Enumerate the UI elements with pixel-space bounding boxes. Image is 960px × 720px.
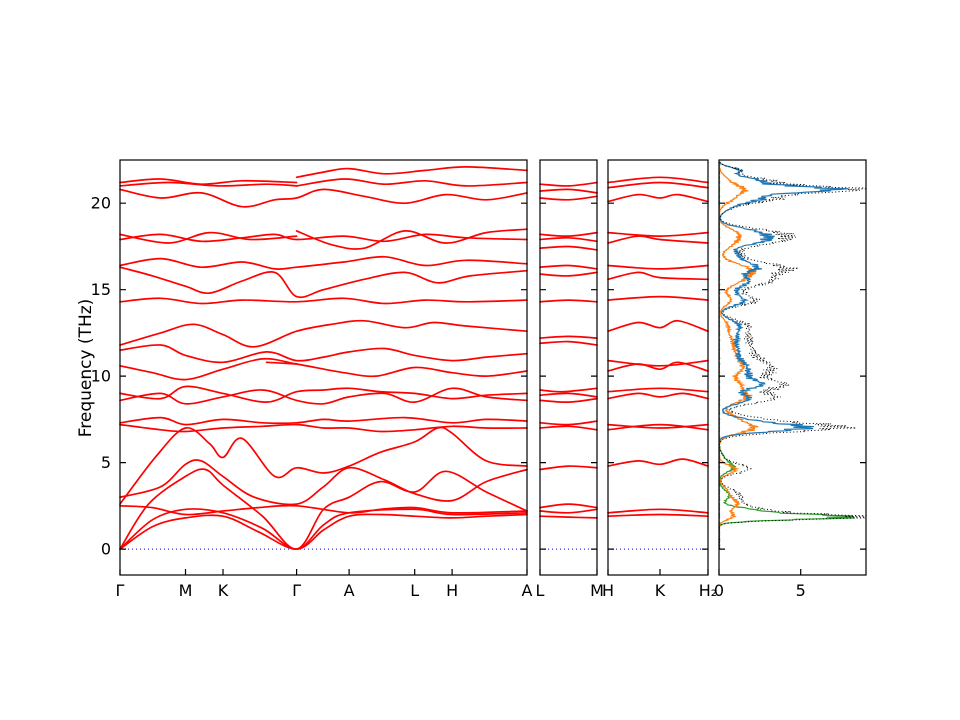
- partial-dos-orange: [718, 161, 759, 550]
- phonon-band: [119, 468, 528, 550]
- axes-frame: [607, 159, 709, 576]
- phonon-band: [119, 423, 528, 433]
- phonon-band: [539, 503, 598, 509]
- phonon-band: [607, 295, 709, 301]
- phonon-band: [119, 459, 528, 506]
- phonon-band: [539, 340, 598, 346]
- x-tick-label: M: [590, 581, 604, 600]
- y-axis-label: Frequency (THz): [76, 298, 96, 438]
- partial-dos-blue: [718, 161, 849, 550]
- phonon-band: [539, 195, 598, 201]
- band-panel-3: [607, 176, 709, 550]
- phonon-band: [295, 228, 528, 250]
- phonon-band: [119, 416, 528, 426]
- x-tick-label: 0: [714, 581, 724, 600]
- phonon-band: [119, 188, 528, 208]
- phonon-band: [607, 513, 709, 518]
- band-panel-1: [119, 166, 528, 550]
- y-tick-label: 20: [91, 194, 111, 213]
- phonon-band: [119, 513, 528, 550]
- phonon-band: [607, 231, 709, 237]
- phonon-band: [607, 235, 709, 244]
- x-tick-label: K: [655, 581, 666, 600]
- phonon-band: [295, 178, 528, 187]
- x-tick-label: Γ: [292, 581, 301, 600]
- x-tick-label: M: [179, 581, 193, 600]
- phonon-band: [607, 423, 709, 431]
- axes-frame: [539, 159, 598, 576]
- phonon-band: [119, 255, 528, 271]
- phonon-band: [119, 181, 298, 187]
- dos-panel: [718, 161, 867, 550]
- phonon-band: [119, 319, 528, 348]
- x-tick-label: H: [446, 581, 458, 600]
- y-tick-label: 10: [91, 367, 111, 386]
- phonon-band: [539, 387, 598, 393]
- phonon-band: [119, 426, 528, 505]
- band-panel-2: [539, 181, 598, 550]
- phonon-band: [607, 508, 709, 514]
- phonon-band: [539, 181, 598, 187]
- phonon-band: [539, 465, 598, 471]
- phonon-band: [295, 166, 528, 179]
- phonon-band: [539, 271, 598, 277]
- phonon-band: [119, 266, 528, 299]
- axes-frame: [718, 159, 867, 576]
- y-tick-label: 0: [101, 540, 111, 559]
- phonon-band: [539, 236, 598, 243]
- phonon-band: [607, 458, 709, 467]
- phonon-band: [119, 357, 528, 381]
- phonon-band: [539, 245, 598, 251]
- x-tick-label: A: [344, 581, 355, 600]
- phonon-band: [607, 176, 709, 184]
- phonon-band: [539, 188, 598, 194]
- phonon-band: [539, 508, 598, 514]
- x-tick-label: L: [410, 581, 419, 600]
- phonon-band: [119, 385, 528, 403]
- phonon-band: [539, 231, 598, 237]
- phonon-band: [539, 392, 598, 398]
- phonon-band: [539, 299, 598, 303]
- phonon-band: [539, 425, 598, 431]
- phonon-band: [539, 264, 598, 270]
- phonon-band: [119, 233, 528, 243]
- x-tick-label: Γ: [116, 581, 125, 600]
- phonon-band: [607, 319, 709, 333]
- phonon-band: [119, 387, 528, 405]
- x-tick-label: 5: [796, 581, 806, 600]
- phonon-band: [607, 423, 709, 429]
- phonon-band: [119, 504, 528, 516]
- phonon-band: [539, 397, 598, 403]
- phonon-band: [607, 193, 709, 203]
- phonon-band: [607, 359, 709, 367]
- phonon-band: [119, 297, 528, 305]
- phonon-band: [607, 361, 709, 372]
- band-panel-1-frame: 0 5 10 15 20 Γ M K Γ A L H A: [91, 159, 533, 600]
- phonon-band: [119, 231, 298, 244]
- y-tick-label: 5: [101, 453, 111, 472]
- x-tick-label: H₂: [699, 581, 717, 600]
- total-dos-dotted: [718, 161, 867, 550]
- x-tick-label: A: [522, 581, 533, 600]
- phonon-band: [265, 361, 298, 365]
- x-tick-label: H: [602, 581, 614, 600]
- phonon-band: [539, 420, 598, 426]
- phonon-band: [607, 181, 709, 189]
- y-tick-label: 15: [91, 280, 111, 299]
- phonon-band: [539, 515, 598, 519]
- phonon-band: [607, 264, 709, 270]
- x-tick-label: L: [536, 581, 545, 600]
- phonon-band: [607, 392, 709, 400]
- axes-frame: [119, 159, 528, 576]
- phonon-band: [119, 344, 528, 364]
- phonon-band: [607, 387, 709, 393]
- band-panel-3-frame: H K H₂: [602, 159, 717, 600]
- x-tick-label: K: [218, 581, 229, 600]
- phonon-band: [539, 335, 598, 339]
- phonon-band: [607, 271, 709, 281]
